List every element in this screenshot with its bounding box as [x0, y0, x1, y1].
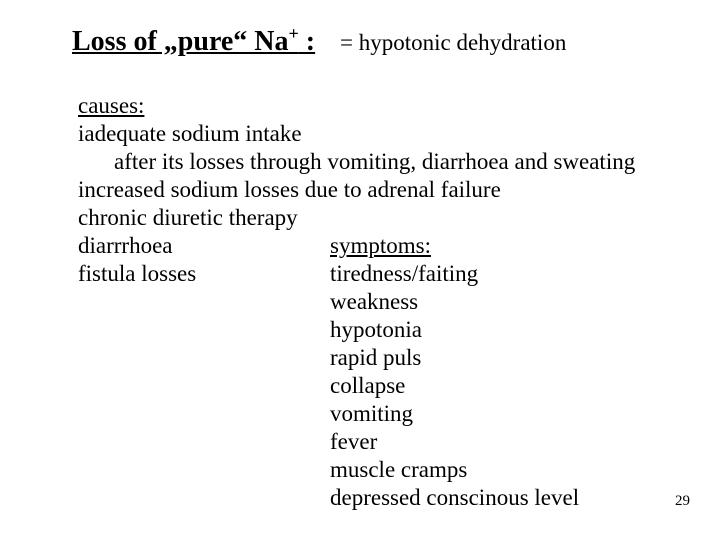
page-number: 29: [675, 493, 690, 510]
symptoms-line: muscle cramps: [330, 456, 579, 484]
title-superscript: +: [289, 24, 299, 44]
symptoms-line: tiredness/faiting: [330, 260, 579, 288]
causes-line: chronic diuretic therapy: [78, 204, 635, 232]
symptoms-heading: symptoms:: [330, 232, 579, 260]
symptoms-line: rapid puls: [330, 344, 579, 372]
symptoms-line: vomiting: [330, 400, 579, 428]
title-prefix: Loss of „pure“ Na: [72, 26, 289, 57]
title-left: Loss of „pure“ Na+ :: [72, 26, 315, 57]
symptoms-line: collapse: [330, 372, 579, 400]
symptoms-block: symptoms: tiredness/faiting weakness hyp…: [330, 232, 579, 512]
title-right: = hypotonic dehydration: [340, 30, 566, 56]
symptoms-line: weakness: [330, 288, 579, 316]
symptoms-line: depressed conscinous level: [330, 484, 579, 512]
symptoms-line: hypotonia: [330, 316, 579, 344]
causes-line: after its losses through vomiting, diarr…: [114, 148, 635, 176]
symptoms-line: fever: [330, 428, 579, 456]
causes-line: increased sodium losses due to adrenal f…: [78, 176, 635, 204]
slide: Loss of „pure“ Na+ : = hypotonic dehydra…: [0, 0, 720, 540]
causes-line: iadequate sodium intake: [78, 120, 635, 148]
title-suffix: :: [299, 26, 315, 57]
causes-heading: causes:: [78, 92, 635, 120]
